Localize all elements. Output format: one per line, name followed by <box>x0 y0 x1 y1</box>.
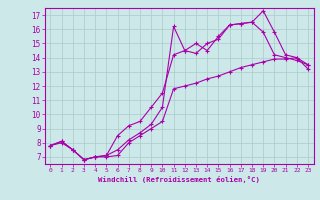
X-axis label: Windchill (Refroidissement éolien,°C): Windchill (Refroidissement éolien,°C) <box>98 176 260 183</box>
